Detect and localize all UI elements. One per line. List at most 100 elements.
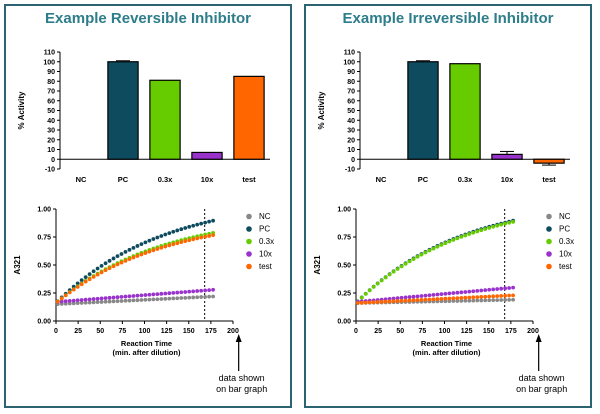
data-point — [383, 275, 388, 280]
data-point — [207, 219, 212, 224]
data-point — [79, 282, 84, 287]
data-point — [95, 300, 100, 305]
bar-y-axis-label: % Activity — [317, 91, 326, 129]
data-point — [143, 240, 148, 245]
panel-charts: % Activity -10 0 10 20 30 40 50 60 70 80 90 100 110 NC… — [313, 50, 574, 395]
data-point — [119, 260, 124, 265]
line-y-tick-label: 0.00 — [337, 319, 351, 326]
data-point — [91, 297, 96, 301]
data-point — [483, 294, 488, 299]
data-point — [471, 295, 476, 300]
data-point — [123, 298, 128, 303]
data-point — [67, 301, 72, 306]
bar-y-tick-label: 70 — [47, 89, 55, 96]
bar-category-label: 0.3x — [458, 175, 473, 184]
data-point — [171, 229, 176, 234]
data-point — [123, 249, 128, 254]
data-point — [175, 296, 180, 301]
data-point — [187, 238, 192, 243]
data-point — [403, 298, 408, 303]
data-point — [407, 298, 412, 303]
data-point — [71, 301, 76, 306]
line-x-tick-label: 100 — [439, 328, 451, 335]
data-point — [127, 257, 132, 262]
data-point — [511, 297, 515, 302]
legend-marker — [246, 238, 252, 245]
data-point — [419, 294, 424, 298]
data-point — [139, 293, 144, 298]
data-point — [191, 295, 196, 300]
bar — [233, 75, 265, 160]
data-point — [491, 294, 496, 299]
data-point — [411, 257, 416, 261]
line-y-axis-label: A321 — [13, 255, 22, 275]
data-point — [439, 292, 444, 297]
data-point — [159, 291, 164, 296]
data-point — [483, 298, 488, 303]
data-point — [55, 299, 60, 304]
panel-title: Example Irreversible Inhibitor — [342, 10, 554, 27]
data-point — [371, 285, 376, 289]
bar-y-tick-label: 100 — [343, 59, 355, 66]
data-point — [507, 286, 512, 290]
data-point — [191, 223, 196, 228]
data-point — [83, 275, 88, 279]
line-y-tick-label: 0.25 — [337, 291, 351, 298]
data-point — [459, 290, 464, 295]
data-point — [459, 234, 464, 239]
data-point — [379, 278, 384, 283]
data-point — [511, 285, 515, 290]
panel-irreversible-inhibitor: Example Irreversible Inhibitor % Activit… — [304, 4, 592, 408]
line-chart: A321 0.00 0.25 0.50 0.75 1.00 0 25 50 75 100 125 150… — [13, 207, 239, 358]
data-point — [507, 220, 512, 225]
line-x-tick-label: 150 — [183, 328, 195, 335]
data-point — [143, 293, 148, 297]
panel-title: Example Reversible Inhibitor — [45, 10, 251, 27]
data-point — [511, 219, 515, 224]
data-point — [143, 251, 148, 255]
bar-y-tick-label: 50 — [47, 108, 55, 115]
data-point — [451, 299, 456, 303]
data-point — [375, 300, 380, 304]
annotation-text: data shown — [219, 373, 265, 383]
data-point — [183, 290, 188, 294]
data-point — [99, 263, 104, 268]
data-point — [87, 272, 92, 277]
bar-y-tick-label: 80 — [47, 79, 55, 86]
line-x-axis-label: Reaction Time — [421, 339, 472, 348]
data-point — [427, 293, 432, 298]
data-point — [419, 252, 424, 257]
annotation-arrow-head — [535, 334, 542, 342]
bar — [491, 153, 523, 160]
bar-category-label: 0.3x — [158, 175, 173, 184]
data-point — [199, 288, 204, 293]
data-point — [415, 298, 420, 302]
data-point — [95, 266, 100, 271]
data-point — [119, 294, 124, 299]
line-y-tick-label: 0.00 — [37, 319, 51, 326]
legend-marker — [246, 213, 252, 220]
line-y-tick-label: 1.00 — [37, 207, 51, 214]
bar-y-tick-label: 60 — [47, 98, 55, 105]
line-x-tick-label: 50 — [96, 328, 104, 335]
bar — [533, 158, 565, 164]
data-point — [435, 244, 440, 249]
data-point — [135, 298, 140, 303]
data-point — [451, 291, 456, 295]
series-03x — [355, 219, 515, 304]
data-point — [175, 228, 180, 233]
line-y-tick-label: 0.75 — [37, 235, 51, 242]
data-point — [467, 298, 472, 303]
data-point — [175, 290, 180, 295]
data-point — [491, 298, 496, 303]
data-point — [143, 297, 148, 302]
data-point — [407, 295, 412, 299]
data-point — [87, 297, 92, 302]
data-point — [407, 259, 412, 264]
data-point — [111, 256, 116, 261]
bar-y-tick-label: 0 — [351, 157, 355, 164]
data-point — [179, 227, 184, 232]
data-point — [495, 287, 500, 291]
bar-y-tick-label: 110 — [344, 50, 355, 57]
bar-chart: % Activity -10 0 10 20 30 40 50 60 70 80 90 100 110 NC… — [17, 50, 270, 184]
